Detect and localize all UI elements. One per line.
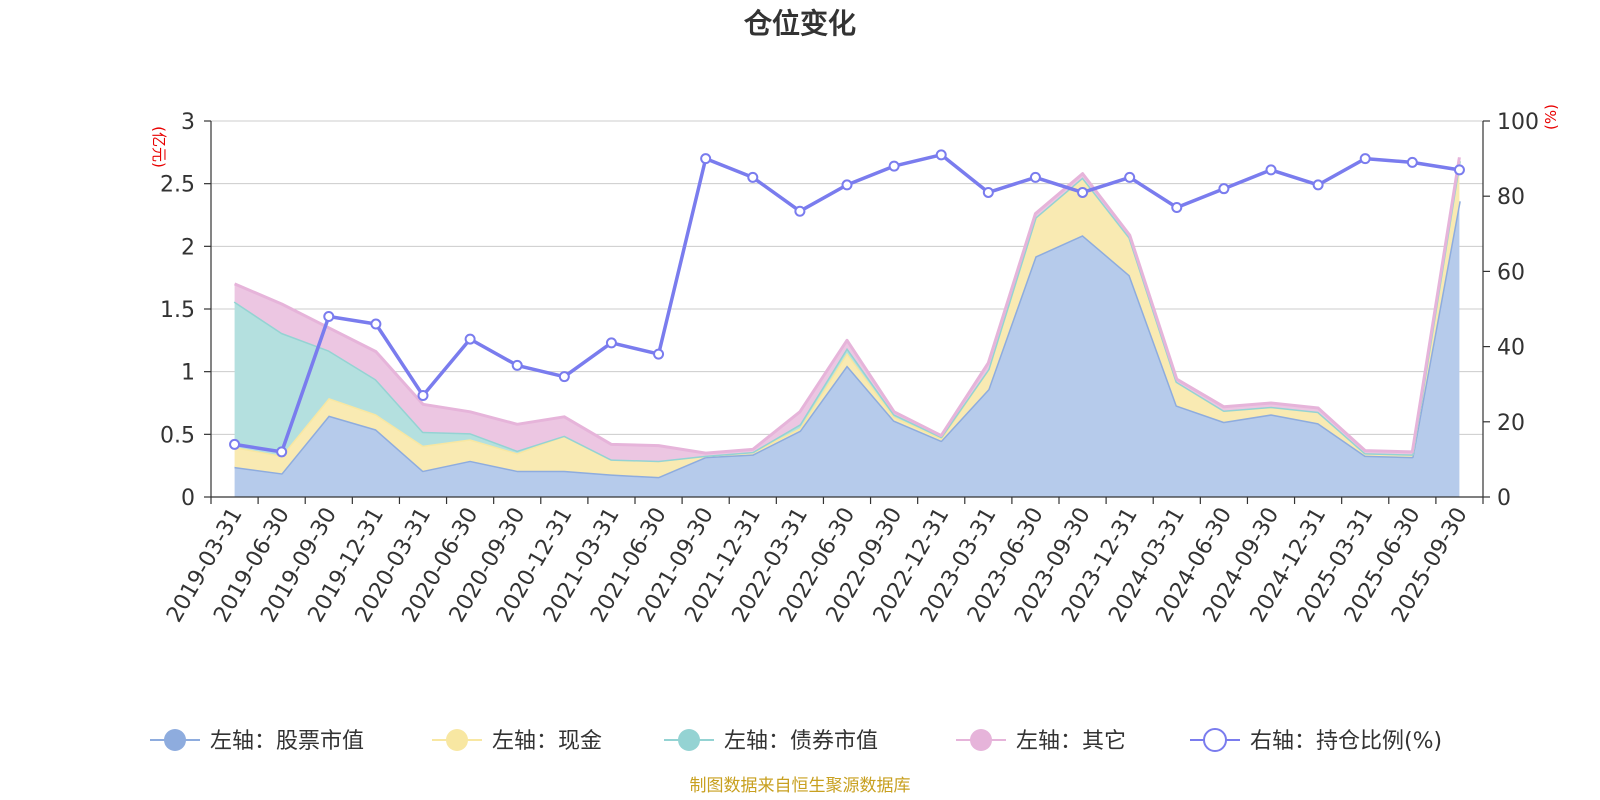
ratio-point bbox=[1312, 179, 1324, 191]
left-tick-label: 1.5 bbox=[160, 298, 195, 323]
ratio-point bbox=[370, 318, 382, 330]
ratio-point bbox=[558, 371, 570, 383]
ratio-point bbox=[511, 359, 523, 371]
ratio-point bbox=[1218, 183, 1230, 195]
ratio-point bbox=[888, 160, 900, 172]
ratio-point bbox=[1265, 164, 1277, 176]
ratio-point bbox=[276, 446, 288, 458]
ratio-point bbox=[323, 311, 335, 323]
data-source-note: 制图数据来自恒生聚源数据库 bbox=[690, 776, 911, 796]
right-tick-label: 60 bbox=[1497, 260, 1525, 285]
legend-item-5[interactable]: 右轴：持仓比例(%) bbox=[1190, 728, 1442, 754]
ratio-point bbox=[1453, 164, 1465, 176]
ratio-point bbox=[982, 186, 994, 198]
ratio-point bbox=[605, 337, 617, 349]
left-tick-label: 2.5 bbox=[160, 173, 195, 198]
ratio-point bbox=[229, 438, 241, 450]
right-tick-label: 80 bbox=[1497, 185, 1525, 210]
holding-ratio-line bbox=[229, 149, 1465, 458]
legend-marker bbox=[970, 729, 992, 751]
right-tick-label: 40 bbox=[1497, 336, 1525, 361]
legend-label: 左轴：现金 bbox=[492, 729, 602, 754]
right-tick-label: 100 bbox=[1497, 110, 1539, 135]
left-tick-label: 1 bbox=[181, 361, 195, 386]
ratio-point bbox=[417, 389, 429, 401]
chart-title: 仓位变化 bbox=[744, 7, 856, 40]
left-axis-unit: (亿元) bbox=[150, 126, 168, 168]
ratio-point bbox=[1029, 171, 1041, 183]
left-tick-label: 2 bbox=[181, 235, 195, 260]
ratio-point bbox=[1124, 171, 1136, 183]
ratio-point bbox=[1406, 156, 1418, 168]
legend-marker bbox=[1203, 728, 1227, 752]
stacked-areas bbox=[233, 157, 1461, 497]
ratio-point bbox=[935, 149, 947, 161]
legend-label: 左轴：其它 bbox=[1016, 729, 1126, 754]
left-tick-label: 0 bbox=[181, 486, 195, 511]
ratio-point bbox=[1077, 186, 1089, 198]
legend-label: 左轴：债券市值 bbox=[724, 729, 878, 754]
legend[interactable]: 左轴：股票市值 左轴：现金 左轴：债券市值 左轴：其它 右轴：持仓比例(%) bbox=[150, 728, 1442, 754]
area-edge-series-4 bbox=[234, 157, 1461, 455]
legend-label: 左轴：股票市值 bbox=[210, 729, 364, 754]
ratio-point bbox=[1359, 153, 1371, 165]
left-tick-label: 3 bbox=[181, 110, 195, 135]
ratio-point bbox=[464, 333, 476, 345]
legend-item-3[interactable]: 左轴：债券市值 bbox=[664, 729, 878, 754]
right-axis-unit: (%) bbox=[1542, 104, 1560, 130]
left-tick-label: 0.5 bbox=[160, 423, 195, 448]
legend-label: 右轴：持仓比例(%) bbox=[1250, 729, 1442, 754]
legend-marker bbox=[164, 729, 186, 751]
legend-marker bbox=[678, 729, 700, 751]
right-tick-label: 0 bbox=[1497, 486, 1511, 511]
area-series-1 bbox=[234, 201, 1460, 497]
ratio-point bbox=[653, 348, 665, 360]
ratio-point bbox=[747, 171, 759, 183]
legend-item-2[interactable]: 左轴：现金 bbox=[432, 729, 602, 754]
legend-item-4[interactable]: 左轴：其它 bbox=[956, 729, 1126, 754]
ratio-point bbox=[1171, 201, 1183, 213]
ratio-point bbox=[841, 179, 853, 191]
right-tick-label: 20 bbox=[1497, 411, 1525, 436]
ratio-point bbox=[794, 205, 806, 217]
legend-marker bbox=[446, 729, 468, 751]
legend-item-1[interactable]: 左轴：股票市值 bbox=[150, 729, 364, 754]
ratio-point bbox=[700, 153, 712, 165]
